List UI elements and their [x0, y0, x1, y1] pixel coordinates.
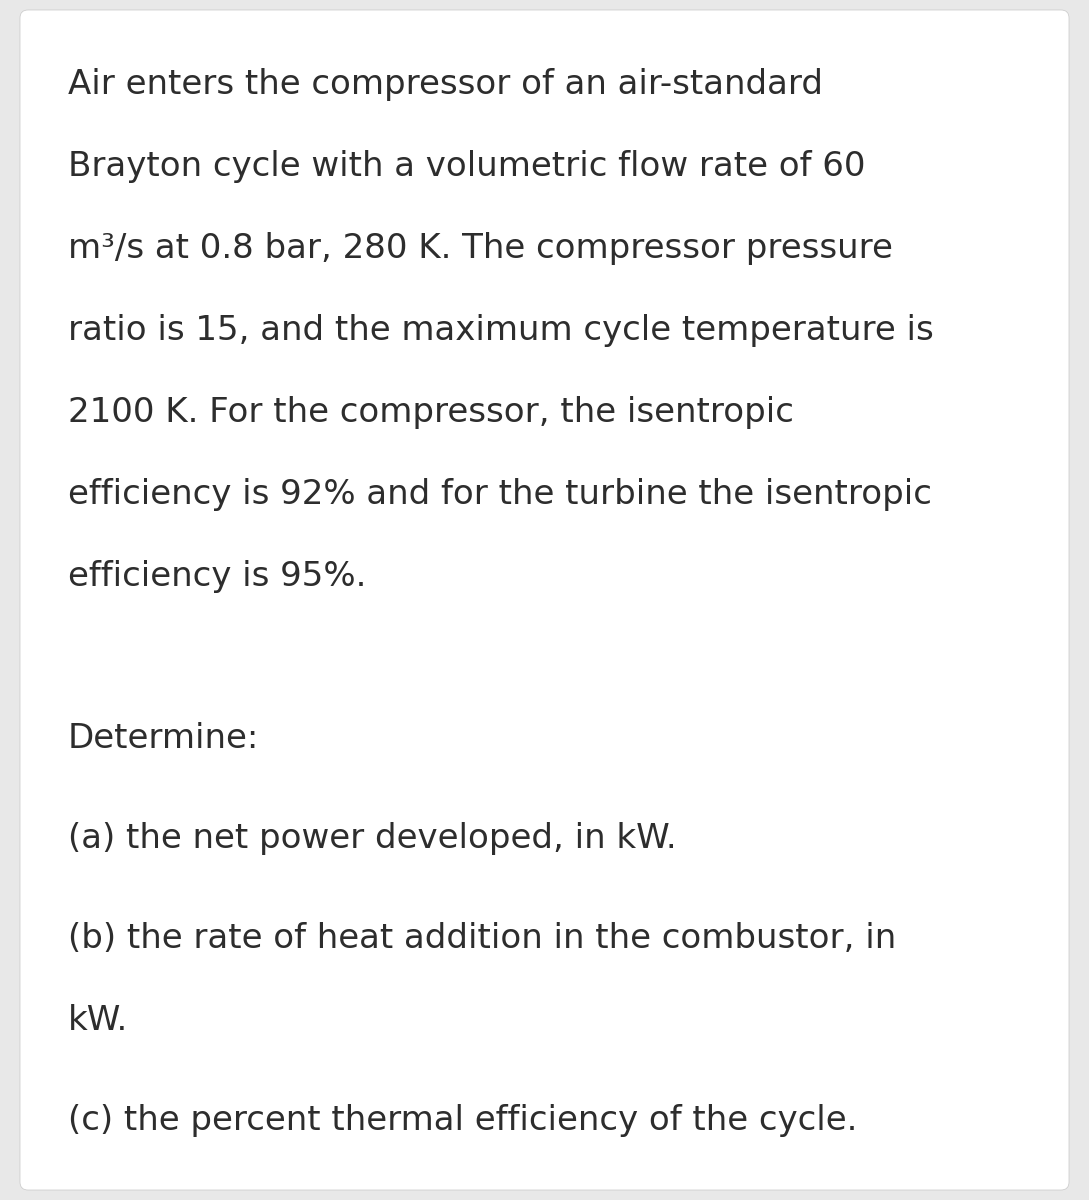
Text: Air enters the compressor of an air-standard: Air enters the compressor of an air-stan… [68, 68, 823, 101]
Text: efficiency is 92% and for the turbine the isentropic: efficiency is 92% and for the turbine th… [68, 478, 932, 511]
Text: kW.: kW. [68, 1004, 129, 1037]
Text: (c) the percent thermal efficiency of the cycle.: (c) the percent thermal efficiency of th… [68, 1104, 857, 1138]
Text: 2100 K. For the compressor, the isentropic: 2100 K. For the compressor, the isentrop… [68, 396, 794, 428]
Text: ratio is 15, and the maximum cycle temperature is: ratio is 15, and the maximum cycle tempe… [68, 314, 933, 347]
Text: m³/s at 0.8 bar, 280 K. The compressor pressure: m³/s at 0.8 bar, 280 K. The compressor p… [68, 232, 893, 265]
FancyBboxPatch shape [20, 10, 1069, 1190]
Text: (a) the net power developed, in kW.: (a) the net power developed, in kW. [68, 822, 676, 854]
Text: efficiency is 95%.: efficiency is 95%. [68, 560, 366, 593]
Text: Brayton cycle with a volumetric flow rate of 60: Brayton cycle with a volumetric flow rat… [68, 150, 866, 182]
Text: (b) the rate of heat addition in the combustor, in: (b) the rate of heat addition in the com… [68, 922, 896, 955]
Text: Determine:: Determine: [68, 722, 259, 755]
